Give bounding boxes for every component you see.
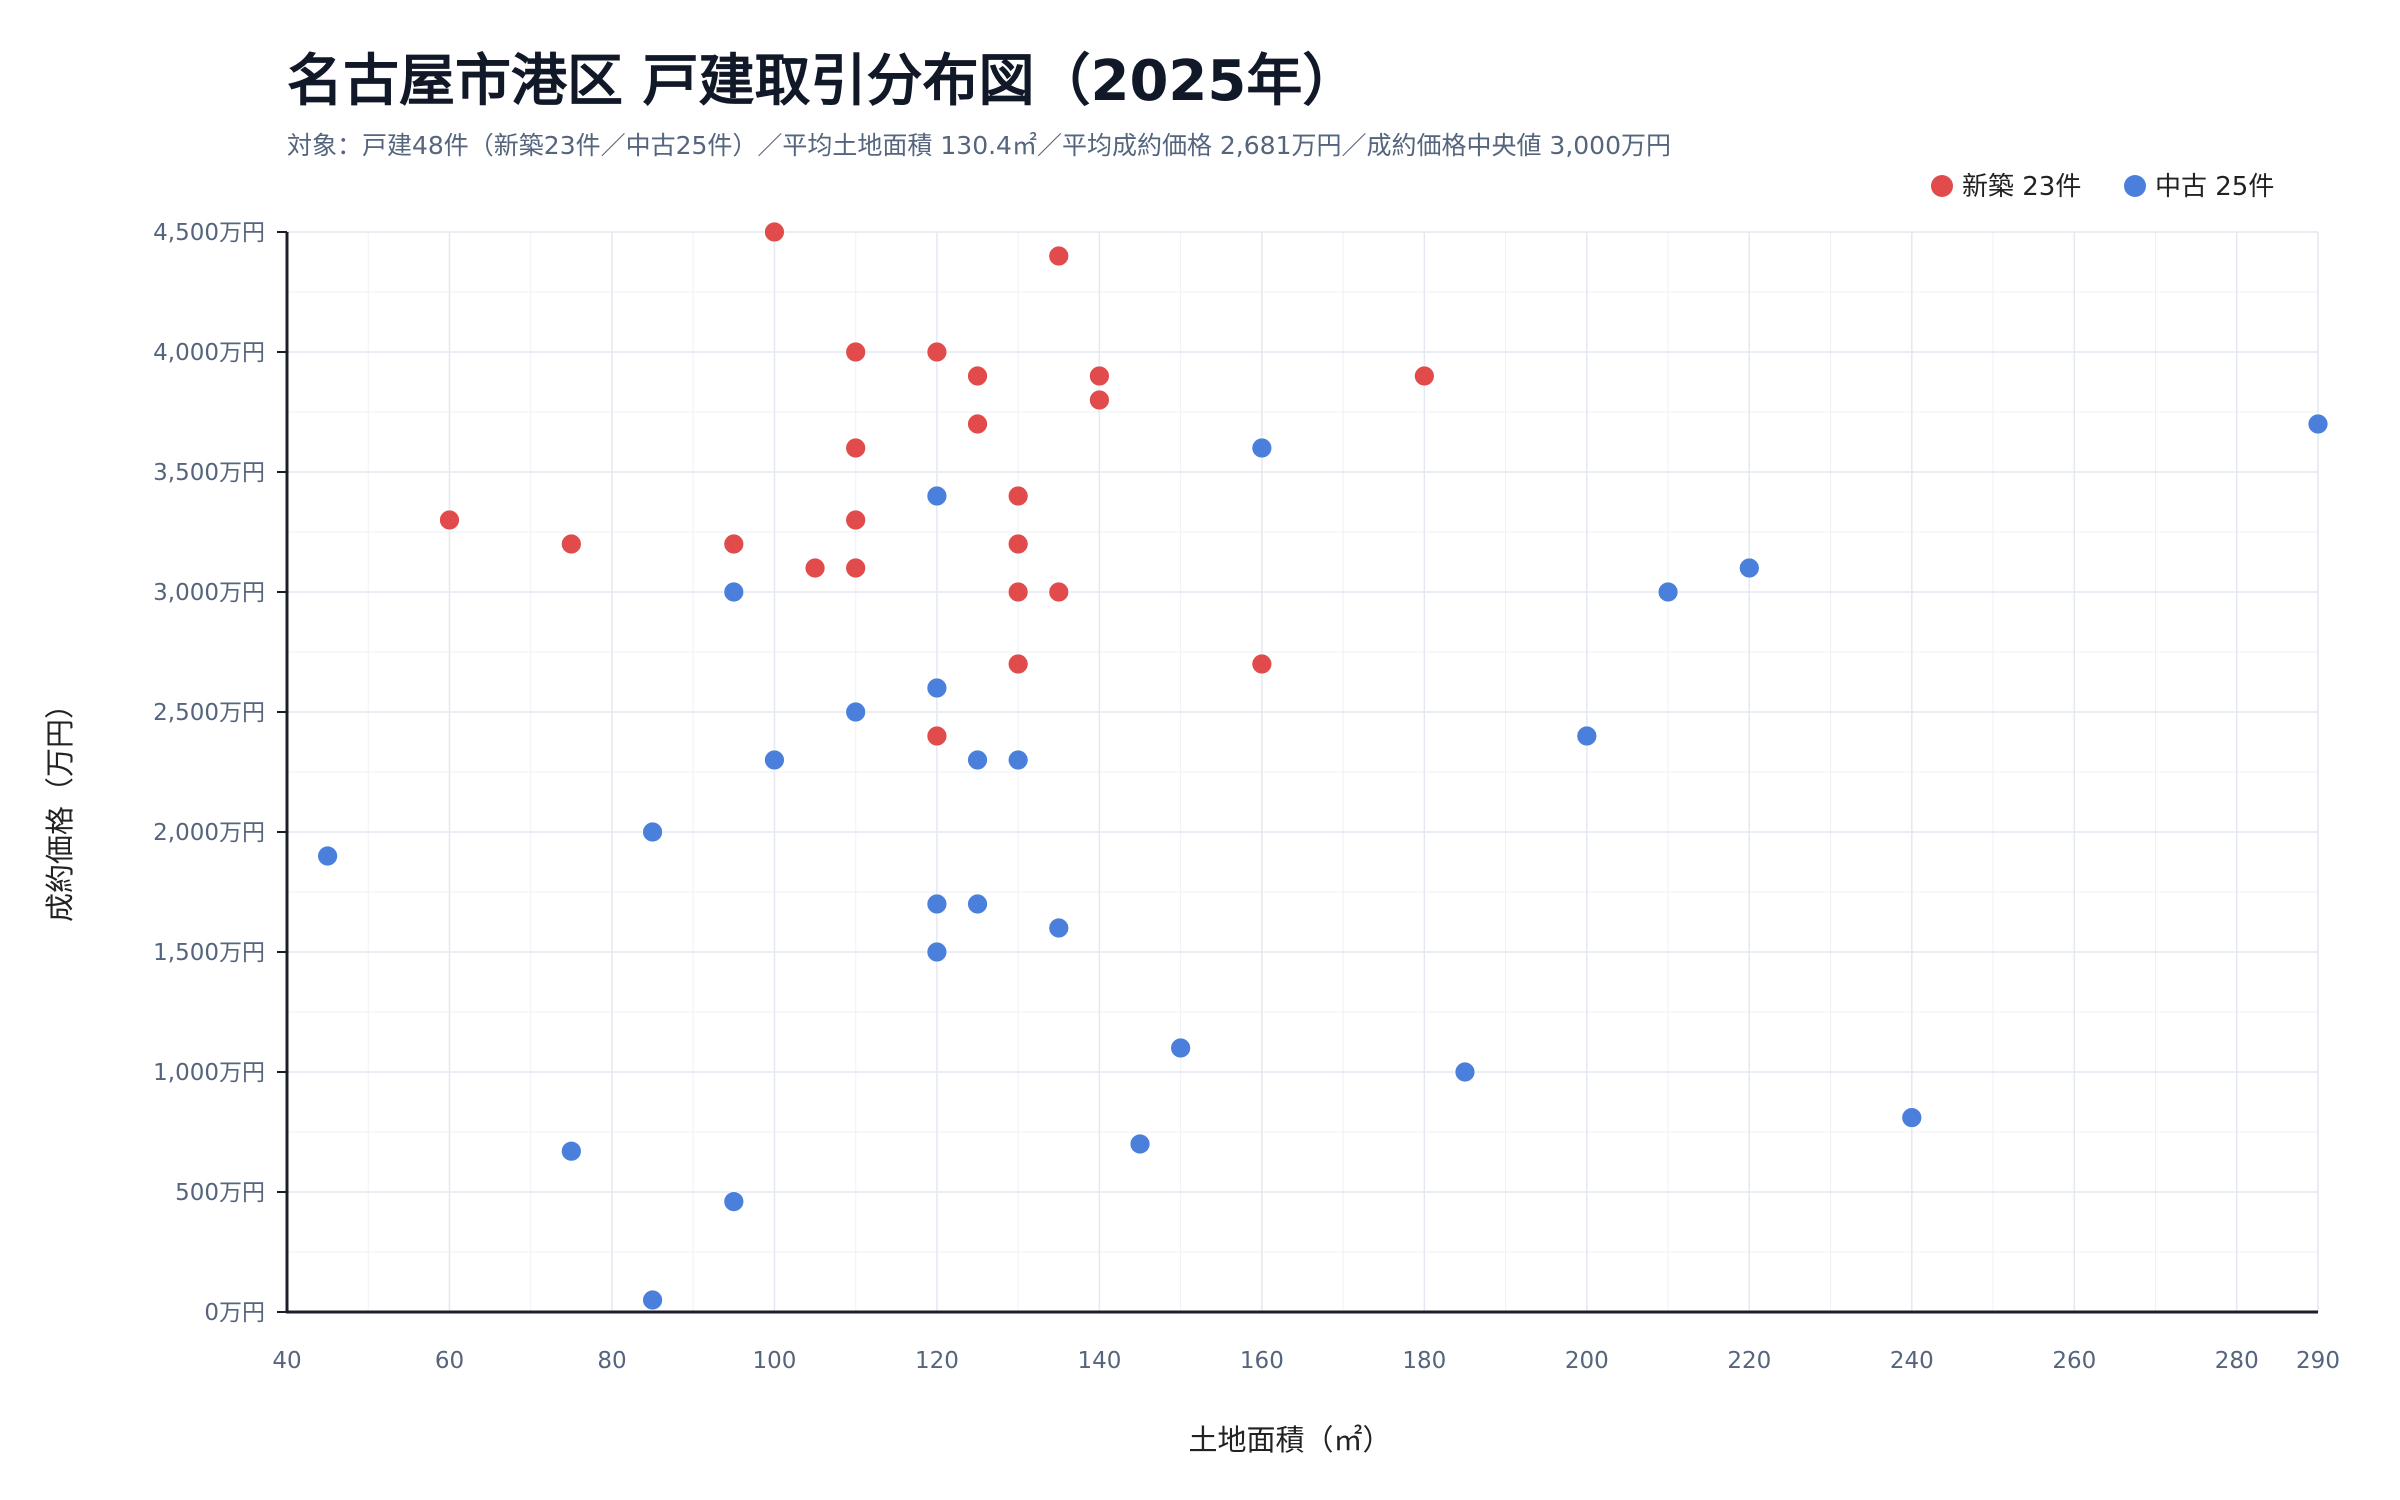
used-point — [1007, 749, 1029, 771]
x-tick-label: 180 — [1402, 1348, 1446, 1374]
legend-marker — [2124, 175, 2146, 197]
data-points — [317, 221, 2329, 1311]
chart-subtitle: 対象：戸建48件（新築23件／中古25件）／平均土地面積 130.4㎡／平均成約… — [287, 131, 1671, 160]
y-axis-label: 成約価格（万円） — [43, 690, 77, 922]
new-build-point — [1007, 533, 1029, 555]
used-point — [560, 1140, 582, 1162]
used-point — [642, 821, 663, 843]
chart-title: 名古屋市港区 戸建取引分布図（2025年） — [287, 49, 1358, 114]
used-point — [967, 749, 988, 771]
used-point — [2307, 413, 2329, 435]
x-tick-label: 60 — [435, 1348, 464, 1374]
new-build-point — [1007, 581, 1029, 603]
y-tick-label: 4,000万円 — [153, 340, 265, 366]
new-build-point — [1048, 581, 1070, 603]
new-build-point — [1413, 365, 1435, 387]
used-point — [967, 893, 988, 915]
new-build-point — [926, 341, 948, 363]
y-tick-label: 1,500万円 — [153, 940, 265, 966]
used-point — [764, 749, 785, 771]
used-point — [1657, 581, 1679, 603]
tick-labels: 0万円 500万円 1,000万円 1,500万円 2,000万円 2,500万円 3,00… — [153, 220, 2340, 1374]
used-point — [1901, 1107, 1923, 1128]
y-tick-label: 2,000万円 — [153, 820, 265, 846]
new-build-point — [845, 437, 867, 459]
new-build-point — [560, 533, 582, 555]
y-tick-label: 3,000万円 — [153, 580, 265, 606]
x-tick-label: 290 — [2296, 1348, 2340, 1374]
x-tick-label: 160 — [1240, 1348, 1284, 1374]
used-point — [723, 1191, 745, 1212]
legend: 新築 23件 中古 25件 — [1931, 172, 2274, 202]
new-build-point — [845, 557, 867, 579]
new-build-point — [845, 509, 867, 531]
grid-lines — [286, 231, 2319, 1313]
legend-marker — [1931, 175, 1953, 197]
used-point — [317, 845, 339, 867]
x-tick-label: 280 — [2215, 1348, 2259, 1374]
new-build-point — [1089, 365, 1110, 387]
new-build-point — [804, 557, 826, 579]
used-point — [926, 893, 948, 915]
y-tick-label: 4,500万円 — [153, 220, 265, 246]
y-tick-label: 2,500万円 — [153, 700, 265, 726]
axes — [277, 231, 2318, 1314]
x-axis-label: 土地面積（㎡） — [1188, 1423, 1391, 1457]
new-build-point — [439, 509, 460, 531]
used-point — [642, 1289, 663, 1311]
y-tick-label: 0万円 — [204, 1300, 265, 1326]
new-build-point — [926, 725, 948, 747]
used-point — [845, 701, 867, 723]
x-tick-label: 200 — [1565, 1348, 1609, 1374]
x-tick-label: 260 — [2052, 1348, 2096, 1374]
y-tick-label: 500万円 — [175, 1180, 265, 1206]
legend-label: 中古 25件 — [2155, 172, 2274, 202]
x-tick-label: 240 — [1890, 1348, 1934, 1374]
new-build-point — [967, 413, 988, 435]
used-point — [1738, 557, 1760, 579]
new-build-point — [1089, 389, 1110, 411]
new-build-point — [845, 341, 867, 363]
x-tick-label: 140 — [1077, 1348, 1121, 1374]
new-build-point — [723, 533, 745, 555]
used-point — [1170, 1037, 1192, 1059]
x-tick-label: 120 — [915, 1348, 959, 1374]
new-build-point — [764, 221, 785, 243]
y-tick-label: 1,000万円 — [153, 1060, 265, 1086]
used-point — [1454, 1061, 1476, 1083]
used-point — [1129, 1133, 1151, 1155]
legend-label: 新築 23件 — [1962, 172, 2081, 202]
x-tick-label: 220 — [1727, 1348, 1771, 1374]
new-build-point — [1007, 653, 1029, 675]
x-tick-label: 100 — [752, 1348, 796, 1374]
x-tick-label: 80 — [597, 1348, 626, 1374]
used-point — [1251, 437, 1273, 459]
new-build-point — [1048, 245, 1070, 267]
y-tick-label: 3,500万円 — [153, 460, 265, 486]
used-point — [1048, 917, 1070, 939]
new-build-point — [1251, 653, 1273, 675]
used-point — [926, 941, 948, 963]
new-build-point — [967, 365, 988, 387]
used-point — [926, 485, 948, 507]
x-tick-label: 40 — [272, 1348, 301, 1374]
used-point — [723, 581, 745, 603]
used-point — [926, 677, 948, 699]
new-build-point — [1007, 485, 1029, 507]
used-point — [1576, 725, 1598, 747]
